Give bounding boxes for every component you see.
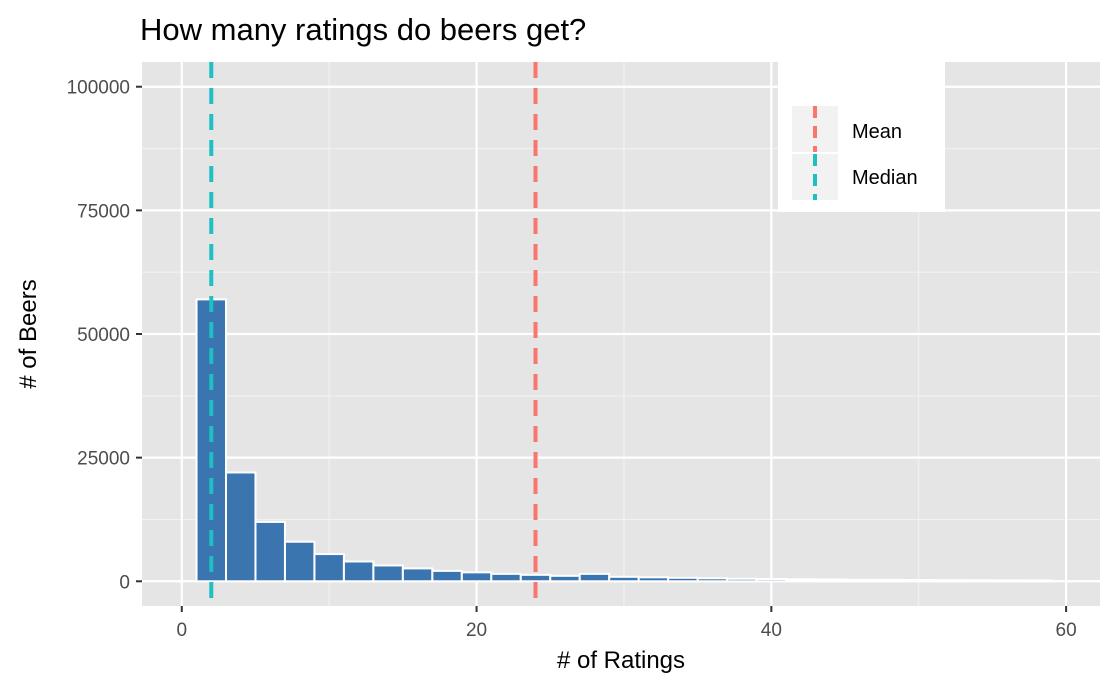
histogram-bar — [225, 471, 257, 583]
histogram-bar — [1020, 579, 1053, 583]
histogram-bar — [342, 560, 375, 583]
legend-label-median: Median — [852, 167, 918, 189]
y-axis-title: # of Beers — [15, 279, 42, 388]
y-tick-label: 75000 — [77, 201, 130, 222]
x-tick-label: 20 — [466, 620, 487, 641]
histogram-bar — [932, 579, 964, 583]
histogram-bar — [313, 553, 345, 583]
legend-label-mean: Mean — [852, 121, 902, 143]
histogram-bar — [519, 573, 552, 583]
histogram-bar — [372, 564, 404, 583]
x-tick-label: 0 — [177, 620, 188, 641]
histogram-bar — [401, 567, 434, 583]
legend: Mean Median — [778, 62, 945, 212]
grid-major — [142, 62, 1100, 606]
histogram-bar — [578, 572, 611, 583]
histogram-bar — [785, 578, 817, 583]
histogram-bar — [254, 520, 286, 583]
histogram-bar — [755, 578, 788, 583]
histogram-bar — [844, 578, 876, 583]
histogram-bar — [431, 569, 463, 583]
histogram-bar — [283, 540, 316, 583]
histogram-bar — [490, 572, 522, 583]
y-tick-label: 25000 — [77, 449, 130, 470]
y-tick-label: 50000 — [77, 325, 130, 346]
histogram-bar — [667, 576, 699, 583]
x-axis: 0 20 40 60 — [177, 606, 1077, 641]
histogram-bar — [991, 579, 1023, 583]
histogram-bar — [873, 578, 905, 583]
histogram-bar — [608, 575, 640, 583]
x-tick-label: 60 — [1056, 620, 1077, 641]
histogram-bar — [460, 571, 493, 583]
reference-lines — [209, 62, 538, 606]
y-tick-label: 0 — [119, 572, 130, 593]
histogram-bar — [814, 578, 847, 583]
histogram-bar — [637, 576, 670, 583]
histogram-bar — [549, 574, 581, 583]
legend-item-mean: Mean — [792, 106, 902, 152]
x-axis-title: # of Ratings — [557, 647, 685, 674]
x-tick-label: 40 — [761, 620, 782, 641]
legend-item-median: Median — [792, 154, 918, 200]
y-axis: 0 25000 50000 75000 100000 — [67, 78, 142, 593]
histogram-bar — [902, 579, 935, 583]
y-tick-label: 100000 — [67, 78, 130, 99]
histogram-bar — [726, 577, 758, 583]
histogram-bar — [696, 577, 729, 583]
histogram-bar — [961, 579, 994, 583]
chart-title: How many ratings do beers get? — [140, 12, 586, 47]
